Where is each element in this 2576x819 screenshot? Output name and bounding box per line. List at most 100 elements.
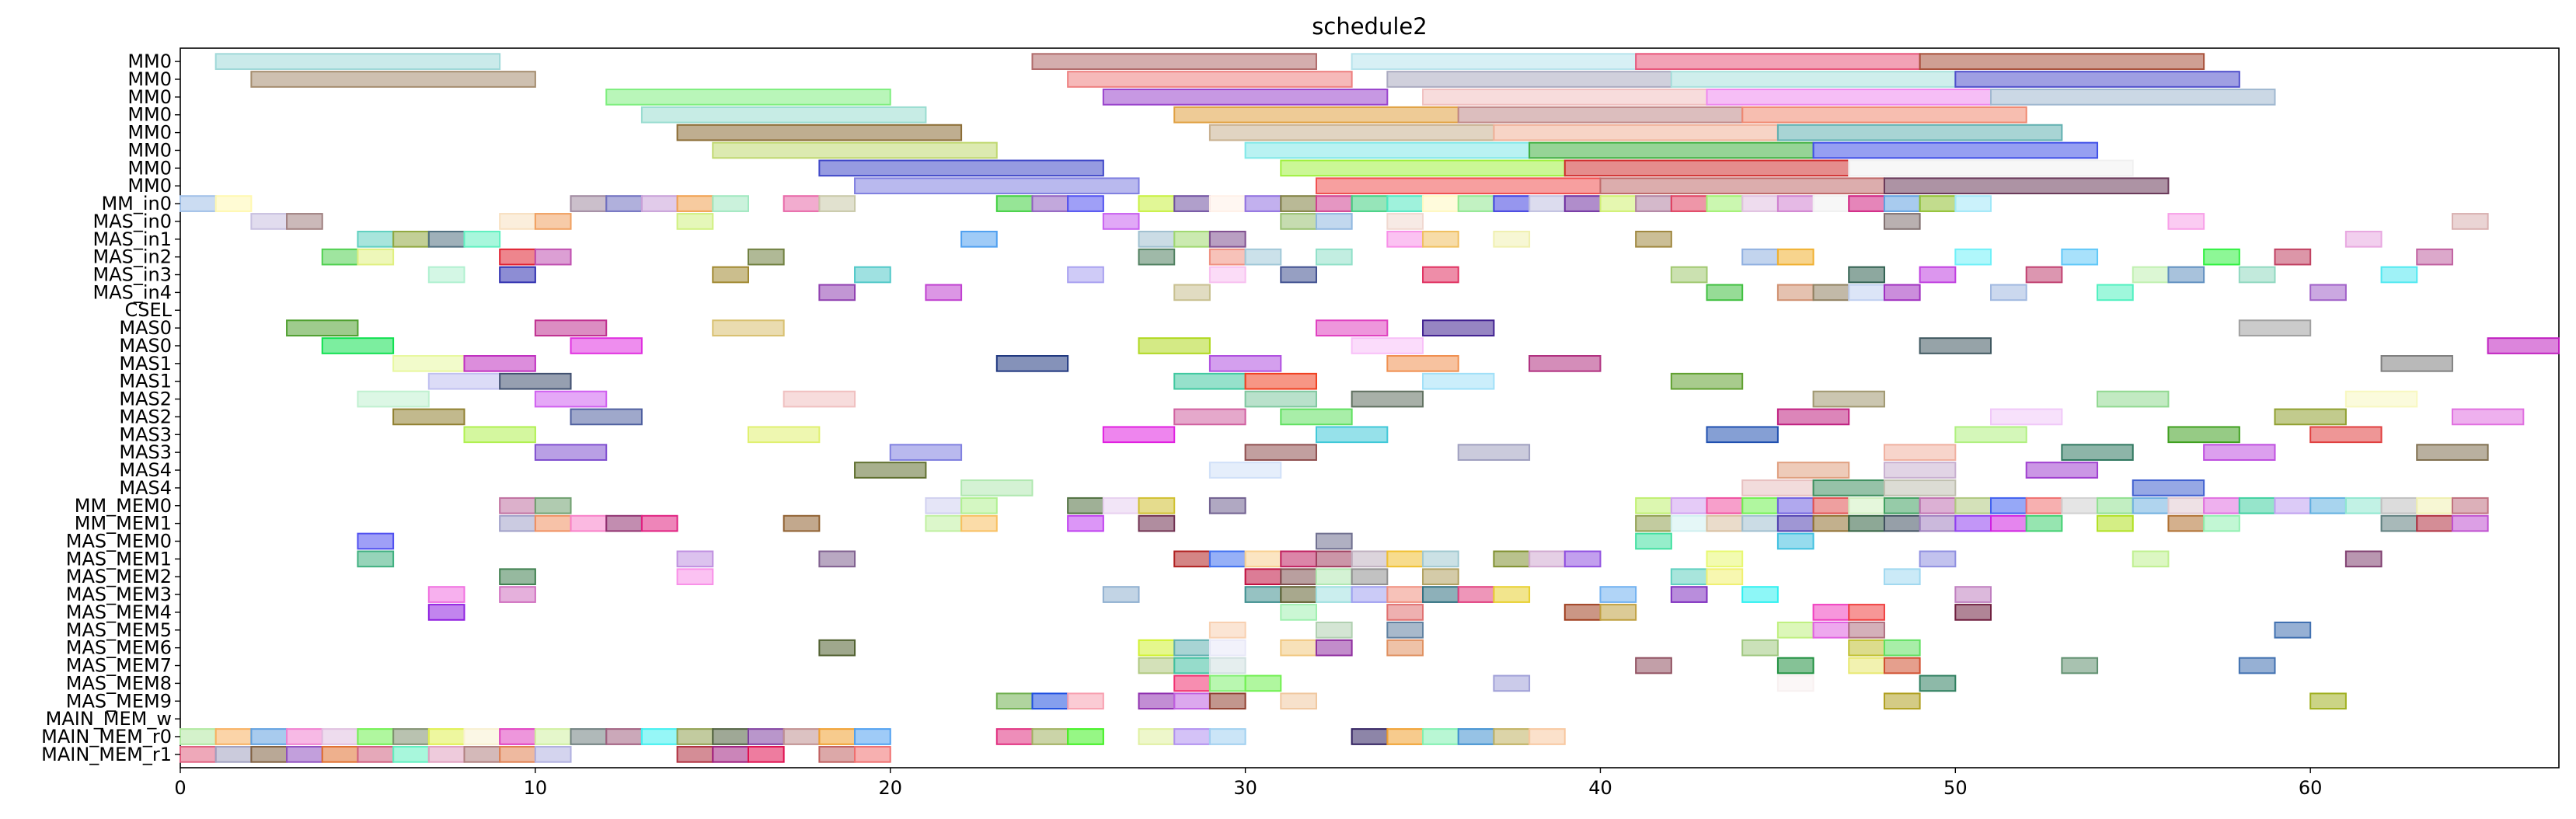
task-bar — [1919, 674, 1957, 692]
task-bar — [2344, 497, 2383, 514]
task-bar — [1635, 657, 1672, 674]
task-bar — [1457, 444, 1531, 461]
task-bar — [1883, 657, 1921, 674]
task-bar — [1883, 692, 1921, 710]
y-tick-label: MAS3 — [119, 423, 172, 445]
task-bar — [392, 746, 430, 763]
task-bar — [1776, 514, 1814, 532]
task-bar — [1315, 532, 1353, 550]
x-tick-label: 20 — [878, 777, 902, 799]
task-bar — [1990, 497, 2027, 514]
task-bar — [1173, 230, 1211, 248]
task-bar — [1208, 195, 1246, 212]
task-bar — [427, 746, 465, 763]
y-tick-label: MAIN_MEM_r1 — [41, 744, 172, 765]
task-bar — [1280, 604, 1317, 621]
task-bar — [676, 124, 963, 141]
task-bar — [1422, 586, 1459, 603]
task-bar — [2274, 408, 2347, 426]
task-bar — [1670, 586, 1708, 603]
task-bar — [1208, 674, 1246, 692]
task-bar — [2097, 390, 2170, 408]
task-bar — [605, 89, 891, 106]
task-bar — [1706, 550, 1744, 568]
task-bar — [1493, 728, 1531, 745]
task-bar — [2061, 248, 2099, 266]
task-bar — [640, 195, 678, 212]
task-bar — [463, 230, 501, 248]
task-bar — [1244, 372, 1317, 390]
task-bar — [1812, 479, 1885, 497]
task-bar — [1599, 195, 1637, 212]
task-bar — [1067, 71, 1353, 88]
task-bar — [1386, 71, 1672, 88]
task-bar — [1706, 514, 1744, 532]
y-tick-label: MM0 — [127, 68, 172, 90]
task-bar — [1244, 248, 1282, 266]
task-bar — [960, 514, 998, 532]
task-bar — [1386, 586, 1424, 603]
task-bar — [321, 248, 359, 266]
task-bar — [1173, 408, 1246, 426]
task-bar — [534, 390, 608, 408]
task-bar — [1954, 604, 1992, 621]
task-bar — [1067, 266, 1104, 284]
task-bar — [1031, 692, 1069, 710]
task-bar — [1812, 621, 1850, 639]
task-bar — [1670, 71, 1957, 88]
task-bar — [1776, 532, 1814, 550]
x-tick-label: 30 — [1233, 777, 1257, 799]
task-bar — [1457, 728, 1495, 745]
task-bar — [1315, 568, 1353, 586]
task-bar — [1315, 319, 1389, 336]
task-bar — [2238, 657, 2276, 674]
task-bar — [1776, 195, 1814, 212]
task-bar — [712, 319, 785, 336]
task-bar — [2309, 692, 2347, 710]
task-bar — [321, 746, 359, 763]
task-bar — [1422, 728, 1459, 745]
task-bar — [1422, 266, 1459, 284]
task-bar — [1990, 514, 2027, 532]
task-bar — [995, 728, 1034, 745]
task-bar — [1386, 195, 1424, 212]
task-bar — [1563, 604, 1602, 621]
task-bar — [1208, 728, 1246, 745]
task-bar — [712, 746, 749, 763]
task-bar — [1848, 604, 1885, 621]
task-bar — [783, 728, 821, 745]
y-tick-label: MM_MEM0 — [75, 495, 172, 517]
y-tick-label: MAS_in1 — [92, 228, 172, 250]
task-bar — [1208, 657, 1246, 674]
plot-frame — [180, 47, 2560, 768]
task-bar — [2380, 355, 2453, 372]
y-tick-label: MAS_in3 — [92, 264, 172, 286]
task-bar — [712, 728, 749, 745]
task-bar — [1280, 639, 1317, 657]
task-bar — [499, 728, 536, 745]
task-bar — [1422, 568, 1459, 586]
task-bar — [2025, 514, 2063, 532]
task-bar — [2344, 230, 2383, 248]
task-bar — [1493, 195, 1531, 212]
task-bar — [1493, 230, 1531, 248]
task-bar — [1848, 284, 1885, 301]
task-bar — [640, 514, 678, 532]
task-bar — [250, 746, 288, 763]
task-bar — [214, 53, 501, 70]
task-bar — [1208, 462, 1282, 479]
task-bar — [1812, 195, 1850, 212]
task-bar — [1776, 674, 1814, 692]
task-bar — [286, 213, 323, 230]
task-bar — [1457, 195, 1495, 212]
task-bar — [1386, 355, 1459, 372]
task-bar — [1208, 692, 1246, 710]
task-bar — [1422, 89, 1708, 106]
task-bar — [1138, 657, 1176, 674]
task-bar — [676, 195, 714, 212]
y-tick-label: CSEL — [124, 299, 172, 321]
task-bar — [818, 639, 856, 657]
task-bar — [1280, 159, 1566, 177]
task-bar — [2025, 462, 2099, 479]
task-bar — [2274, 497, 2312, 514]
